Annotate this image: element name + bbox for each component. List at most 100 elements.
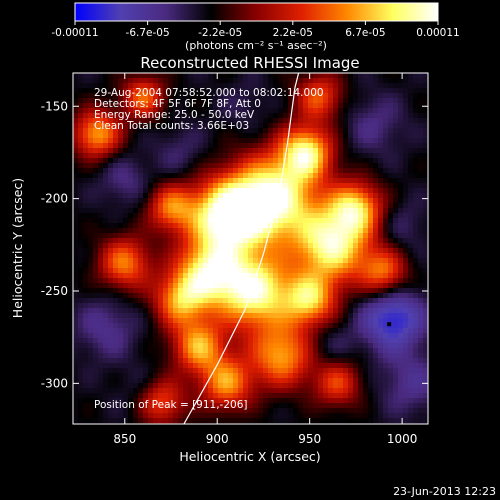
heatmap-cell [113,148,119,154]
heatmap-cell [348,288,354,294]
heatmap-cell [138,323,144,329]
heatmap-cell [298,358,304,364]
heatmap-cell [78,238,84,244]
heatmap-cell [218,298,224,304]
heatmap-cell [263,233,269,239]
heatmap-cell [228,343,234,349]
heatmap-cell [343,293,349,299]
heatmap-cell [258,158,264,164]
heatmap-cell [203,233,209,239]
heatmap-cell [138,358,144,364]
heatmap-cell [388,418,394,424]
heatmap-cell [408,268,414,274]
heatmap-cell [208,353,214,359]
heatmap-cell [78,193,84,199]
heatmap-cell [378,383,384,389]
heatmap-cell [148,128,154,134]
heatmap-cell [338,213,344,219]
heatmap-cell [353,208,359,214]
heatmap-cell [88,343,94,349]
heatmap-cell [158,273,164,279]
heatmap-cell [123,378,129,384]
heatmap-cell [88,353,94,359]
heatmap-cell [193,173,199,179]
heatmap-cell [268,213,274,219]
heatmap-cell [318,383,324,389]
heatmap-cell [308,258,314,264]
heatmap-cell [338,203,344,209]
heatmap-cell [163,223,169,229]
heatmap-cell [318,268,324,274]
heatmap-cell [213,78,219,84]
heatmap-cell [358,398,364,404]
colorbar-tick-label: 6.7e-05 [345,27,385,39]
heatmap-cell [418,118,424,124]
heatmap-cell [143,313,149,319]
heatmap-cell [153,213,159,219]
heatmap-cell [248,193,254,199]
heatmap-cell [218,408,224,414]
heatmap-cell [348,393,354,399]
heatmap-cell [233,183,239,189]
heatmap-cell [158,178,164,184]
heatmap-cell [318,163,324,169]
colorbar-units: (photons cm⁻² s⁻¹ asec⁻²) [185,39,327,52]
heatmap-cell [203,258,209,264]
heatmap-cell [253,228,259,234]
heatmap-cell [378,83,384,89]
heatmap-cell [83,188,89,194]
heatmap-cell [183,93,189,99]
heatmap-cell [313,303,319,309]
heatmap-cell [108,88,114,94]
heatmap-cell [148,358,154,364]
heatmap-cell [188,348,194,354]
heatmap-cell [238,118,244,124]
heatmap-cell [173,243,179,249]
heatmap-cell [108,168,114,174]
heatmap-cell [383,158,389,164]
heatmap-cell [398,358,404,364]
heatmap-cell [383,203,389,209]
heatmap-cell [413,358,419,364]
heatmap-cell [193,228,199,234]
heatmap-cell [223,253,229,259]
heatmap-cell [148,88,154,94]
heatmap-cell [423,103,428,109]
heatmap-cell [388,168,394,174]
heatmap-cell [208,78,214,84]
heatmap-cell [393,193,399,199]
heatmap-cell [163,388,169,394]
heatmap-cell [373,153,379,159]
heatmap-cell [198,343,204,349]
heatmap-cell [298,288,304,294]
heatmap-cell [128,113,134,119]
heatmap-cell [133,128,139,134]
heatmap-cell [423,358,428,364]
heatmap-cell [273,228,279,234]
heatmap-cell [233,268,239,274]
heatmap-cell [188,263,194,269]
heatmap-cell [88,333,94,339]
heatmap-cell [133,268,139,274]
heatmap-cell [78,338,84,344]
heatmap-cell [163,263,169,269]
heatmap-cell [318,193,324,199]
heatmap-cell [158,263,164,269]
heatmap-cell [423,313,428,319]
heatmap-cell [153,218,159,224]
heatmap-cell [343,398,349,404]
heatmap-cell [303,128,309,134]
heatmap-cell [163,238,169,244]
heatmap-cell [78,98,84,104]
heatmap-cell [133,108,139,114]
heatmap-cell [368,213,374,219]
heatmap-cell [423,348,428,354]
heatmap-cell [383,123,389,129]
heatmap-cell [103,123,109,129]
heatmap-cell [243,353,249,359]
heatmap-cell [358,188,364,194]
heatmap-cell [268,183,274,189]
heatmap-cell [153,88,159,94]
heatmap-cell [243,328,249,334]
heatmap-cell [223,313,229,319]
